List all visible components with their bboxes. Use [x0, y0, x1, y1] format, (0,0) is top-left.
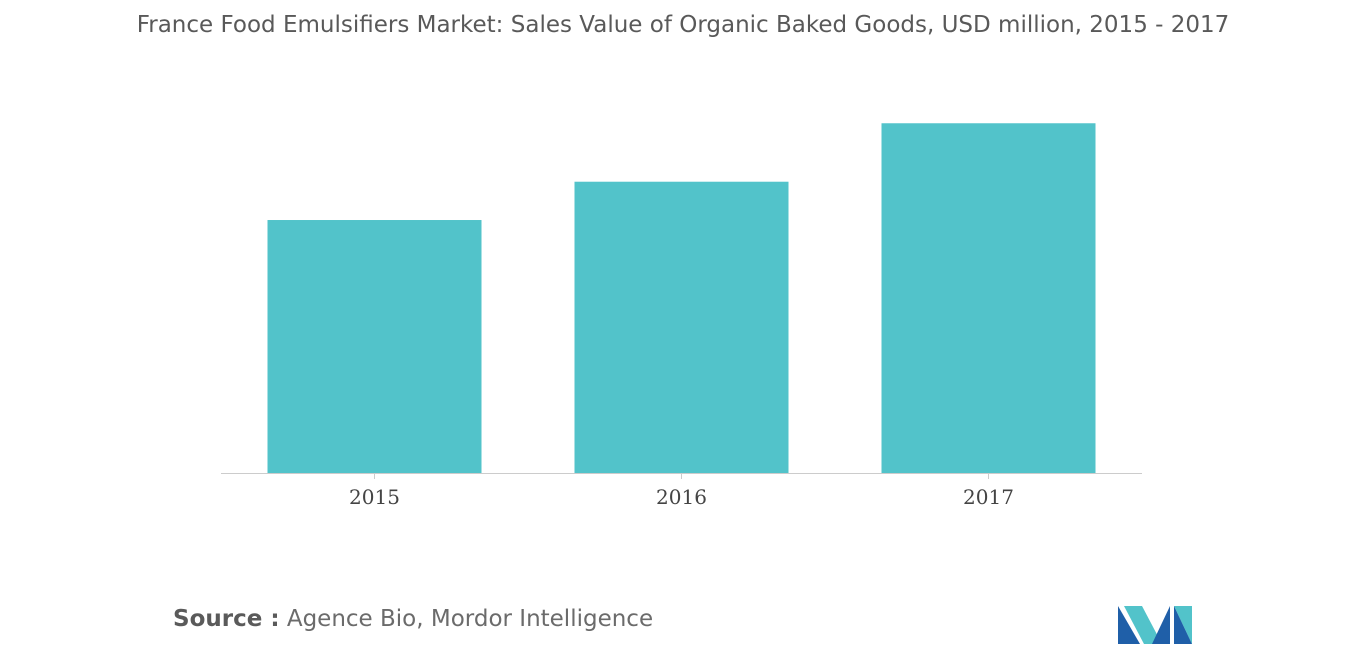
mordor-intelligence-logo-icon: [1118, 606, 1192, 644]
chart-title: France Food Emulsifiers Market: Sales Va…: [136, 12, 1230, 38]
tick-label-2015: 2015: [349, 485, 400, 509]
bar-2016: [574, 181, 789, 473]
bars-group: [267, 123, 1096, 473]
bar-2015: [267, 220, 482, 473]
tick-label-2016: 2016: [656, 485, 707, 509]
source-label: Source :: [173, 606, 280, 632]
bar-2017: [881, 123, 1096, 473]
source-text: Agence Bio, Mordor Intelligence: [286, 606, 654, 632]
tick-label-2017: 2017: [963, 485, 1014, 509]
source-note: Source : Agence Bio, Mordor Intelligence: [173, 606, 653, 632]
x-axis-ticks: 2015 2016 2017: [349, 473, 1014, 509]
